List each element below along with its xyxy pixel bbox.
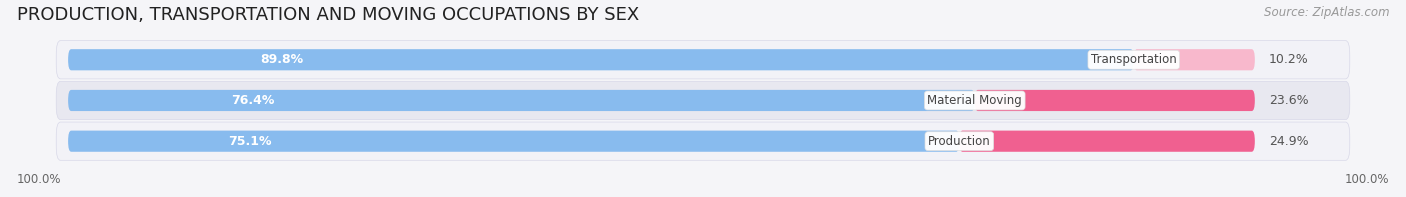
FancyBboxPatch shape <box>67 131 959 152</box>
Text: 100.0%: 100.0% <box>17 173 62 186</box>
Text: 10.2%: 10.2% <box>1270 53 1309 66</box>
Text: Production: Production <box>928 135 991 148</box>
Text: Transportation: Transportation <box>1091 53 1177 66</box>
FancyBboxPatch shape <box>56 122 1350 160</box>
Text: Material Moving: Material Moving <box>928 94 1022 107</box>
FancyBboxPatch shape <box>56 81 1350 120</box>
FancyBboxPatch shape <box>959 131 1254 152</box>
Text: 100.0%: 100.0% <box>1344 173 1389 186</box>
FancyBboxPatch shape <box>1133 49 1254 70</box>
Text: 24.9%: 24.9% <box>1270 135 1309 148</box>
Text: Source: ZipAtlas.com: Source: ZipAtlas.com <box>1264 6 1389 19</box>
Text: 75.1%: 75.1% <box>229 135 271 148</box>
FancyBboxPatch shape <box>56 41 1350 79</box>
Text: 76.4%: 76.4% <box>232 94 274 107</box>
FancyBboxPatch shape <box>67 49 1133 70</box>
Text: PRODUCTION, TRANSPORTATION AND MOVING OCCUPATIONS BY SEX: PRODUCTION, TRANSPORTATION AND MOVING OC… <box>17 6 640 24</box>
Text: 89.8%: 89.8% <box>260 53 304 66</box>
FancyBboxPatch shape <box>974 90 1254 111</box>
FancyBboxPatch shape <box>67 90 974 111</box>
Text: 23.6%: 23.6% <box>1270 94 1309 107</box>
